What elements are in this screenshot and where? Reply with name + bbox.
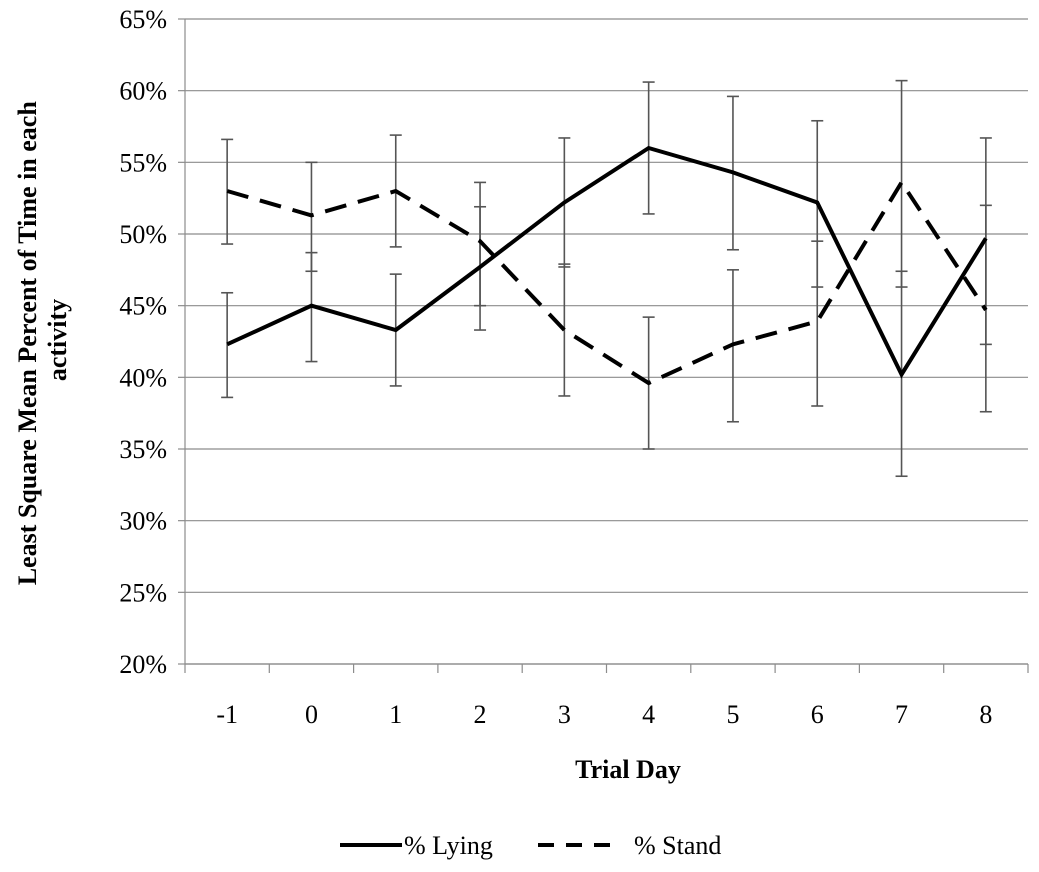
- y-tick-labels: 20% 25% 30% 35% 40% 45% 50% 55% 60% 65%: [119, 5, 167, 679]
- legend: % Lying % Stand: [340, 831, 721, 860]
- x-tick-label: 5: [726, 700, 739, 729]
- x-tick-label: 1: [389, 700, 402, 729]
- x-tick-label: 2: [474, 700, 487, 729]
- series-lines: [226, 145, 988, 386]
- x-tick-label: 4: [642, 700, 655, 729]
- legend-label-stand: % Stand: [634, 831, 721, 860]
- y-tick-label: 40%: [119, 363, 167, 392]
- y-tick-label: 45%: [119, 292, 167, 321]
- y-tick-label: 30%: [119, 507, 167, 536]
- y-tick-label: 65%: [119, 5, 167, 34]
- x-tick-label: 7: [895, 700, 908, 729]
- x-axis-title: Trial Day: [575, 755, 681, 784]
- y-axis-title: Least Square Mean Percent of Time in eac…: [13, 95, 72, 586]
- y-tick-label: 50%: [119, 220, 167, 249]
- y-tick-label: 55%: [119, 148, 167, 177]
- y-tick-label: 60%: [119, 77, 167, 106]
- x-tick-label: 6: [811, 700, 824, 729]
- legend-item-lying: % Lying: [340, 831, 493, 860]
- x-tick-labels: -1 0 1 2 3 4 5 6 7 8: [216, 700, 992, 729]
- y-axis-title-line-1: Least Square Mean Percent of Time in eac…: [13, 101, 42, 586]
- y-tick-label: 20%: [119, 650, 167, 679]
- gridlines: [185, 18, 1028, 665]
- x-tick-label: 8: [979, 700, 992, 729]
- x-tick-label: 0: [305, 700, 318, 729]
- y-tick-label: 25%: [119, 578, 167, 607]
- x-tick-label: -1: [216, 700, 238, 729]
- y-tick-label: 35%: [119, 435, 167, 464]
- error-bars: [221, 79, 992, 478]
- axes: [178, 18, 1029, 673]
- series-line-lying: [226, 145, 988, 379]
- legend-item-stand: % Stand: [538, 831, 721, 860]
- legend-label-lying: % Lying: [404, 831, 493, 860]
- series-line-stand: [226, 178, 988, 386]
- y-axis-title-line-2: activity: [43, 299, 72, 381]
- x-tick-label: 3: [558, 700, 571, 729]
